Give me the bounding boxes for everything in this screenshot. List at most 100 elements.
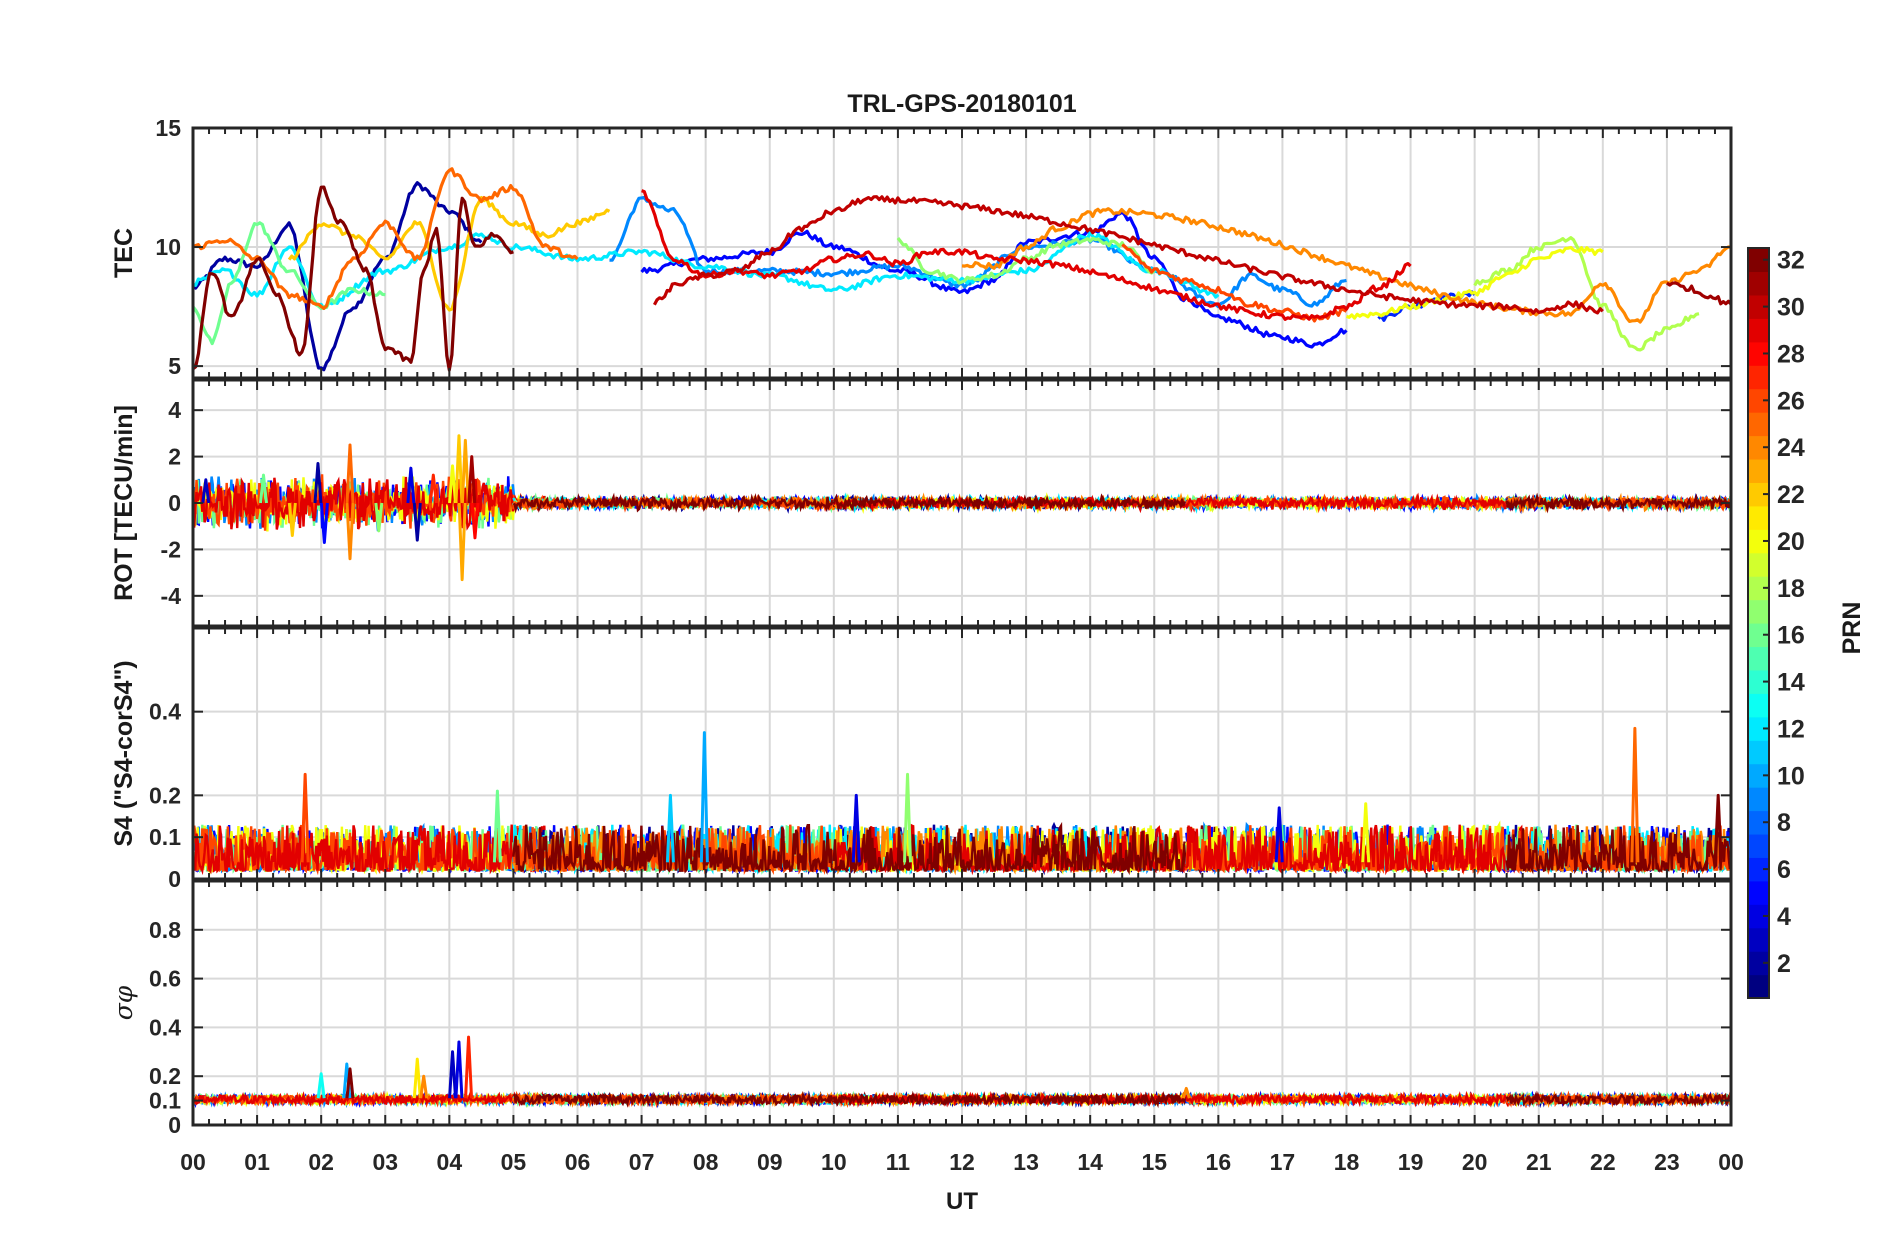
x-tick-label: 16 — [1206, 1149, 1232, 1175]
s4-spike-5 — [903, 772, 913, 863]
colorbar-band-29 — [1748, 318, 1769, 343]
x-tick-label: 21 — [1526, 1149, 1552, 1175]
x-tick-label: 22 — [1590, 1149, 1616, 1175]
tec-series-prn-5 — [640, 210, 1348, 349]
x-tick-label: 00 — [1718, 1149, 1744, 1175]
colorbar-band-5 — [1748, 880, 1769, 905]
series-tec — [193, 167, 1731, 372]
rot-spike-6 — [345, 502, 355, 561]
colorbar-tick-label: 18 — [1777, 575, 1805, 603]
colorbar-tick-label: 20 — [1777, 528, 1805, 556]
y-tick-label-rot: 2 — [168, 444, 181, 470]
x-tick-label: 10 — [821, 1149, 847, 1175]
x-tick-label: 15 — [1141, 1149, 1167, 1175]
noise-trace-prn-32 — [512, 1090, 868, 1108]
ticks-rot — [192, 380, 1732, 626]
colorbar-band-1 — [1748, 974, 1769, 999]
x-tick-label: 17 — [1270, 1149, 1296, 1175]
colorbar-band-13 — [1748, 693, 1769, 718]
tec-series-prn-32 — [193, 185, 514, 372]
noise-trace-prn-29 — [1185, 492, 1540, 513]
panel-sigma_phi: 00.10.2 0.4 0.6 0.8 σφ — [109, 879, 1733, 1138]
rot-spike-15 — [467, 455, 477, 504]
series-rot — [193, 434, 1731, 582]
series-sigma_phi — [193, 1035, 1731, 1109]
ticks-sigma_phi — [192, 881, 1732, 1126]
x-tick-label: 18 — [1334, 1149, 1360, 1175]
s4-spike-7 — [1361, 802, 1371, 863]
colorbar-band-17 — [1748, 599, 1769, 624]
sigma_phi-spike-2 — [345, 1067, 355, 1099]
ticks-s4 — [192, 628, 1732, 880]
x-tick-label: 08 — [693, 1149, 719, 1175]
tec-series-prn-22 — [287, 196, 611, 312]
colorbar-band-9 — [1748, 787, 1769, 812]
y-tick-label-sigma_phi: 0.8 — [149, 917, 181, 943]
colorbar-band-7 — [1748, 833, 1769, 858]
noise-trace-prn-29 — [193, 1090, 547, 1108]
colorbar-tick-label: 32 — [1777, 247, 1805, 275]
x-tick-label: 07 — [629, 1149, 655, 1175]
rot-spike-8 — [406, 466, 416, 504]
colorbar-band-15 — [1748, 646, 1769, 671]
y-tick-label-sigma_phi: 0.4 — [149, 1014, 181, 1040]
noise-trace-prn-32 — [512, 824, 867, 875]
y-tick-label-s4: 0.1 — [149, 824, 181, 850]
y-tick-label-sigma_phi: 0 — [168, 1112, 181, 1138]
y-tick-label-rot: 4 — [168, 397, 181, 423]
s4-spike-8 — [1630, 726, 1640, 863]
noise-trace-prn-29 — [193, 476, 547, 531]
rot-spike-2 — [287, 502, 297, 537]
colorbar-label: PRN — [1838, 602, 1866, 655]
colorbar-band-27 — [1748, 365, 1769, 390]
y-tick-label-sigma_phi: 0.2 — [149, 1063, 181, 1089]
x-tick-label: 05 — [501, 1149, 527, 1175]
colorbar-tick-label: 2 — [1777, 950, 1791, 978]
y-axis-label-rot: ROT [TECU/min] — [110, 405, 138, 601]
x-tick-label: 13 — [1013, 1149, 1039, 1175]
noise-trace-prn-32 — [1505, 1090, 1731, 1108]
y-tick-label-sigma_phi: 0.1 — [149, 1088, 181, 1114]
colorbar-band-21 — [1748, 505, 1769, 530]
noise-trace-prn-32 — [832, 493, 1219, 512]
colorbar-tick-label: 4 — [1777, 903, 1791, 931]
noise-trace-prn-29 — [1185, 1090, 1539, 1109]
colorbar-tick-label: 24 — [1777, 434, 1805, 462]
colorbar-band-20 — [1748, 529, 1769, 554]
rot-spike-3 — [313, 462, 323, 504]
sigma_phi-spike-6 — [454, 1040, 464, 1099]
colorbar-band-2 — [1748, 951, 1769, 976]
colorbar-band-18 — [1748, 576, 1769, 601]
figure-title: TRL-GPS-20180101 — [847, 90, 1076, 118]
colorbar-band-11 — [1748, 740, 1769, 765]
tec-series-prn-17 — [896, 236, 1156, 285]
y-axis-label-tec: TEC — [110, 228, 138, 278]
x-tick-label: 00 — [180, 1149, 206, 1175]
noise-trace-prn-32 — [1505, 825, 1731, 875]
x-tick-label: 12 — [949, 1149, 975, 1175]
rot-spike-1 — [259, 473, 268, 504]
x-tick-label: 19 — [1398, 1149, 1424, 1175]
rot-spike-7 — [374, 502, 384, 533]
sigma_phi-spike-0 — [316, 1072, 326, 1099]
rot-spike-13 — [457, 502, 467, 582]
y-tick-label-s4: 0.2 — [149, 782, 181, 808]
colorbar-band-28 — [1748, 341, 1769, 366]
y-tick-label-tec: 10 — [155, 234, 181, 260]
x-axis-label: UT — [946, 1188, 978, 1215]
colorbar-band-8 — [1748, 810, 1769, 835]
s4-spike-6 — [1274, 806, 1284, 863]
rot-spike-10 — [428, 473, 438, 504]
colorbar-band-24 — [1748, 435, 1769, 460]
colorbar-band-19 — [1748, 552, 1769, 577]
y-tick-label-rot: -2 — [161, 536, 181, 562]
ticks-tec — [192, 127, 1732, 378]
colorbar-band-14 — [1748, 669, 1769, 694]
s4-spike-0 — [300, 772, 310, 863]
s4-spike-4 — [851, 793, 861, 863]
y-tick-label-tec: 15 — [155, 115, 181, 141]
x-tick-label: 23 — [1654, 1149, 1680, 1175]
x-tick-label: 04 — [437, 1149, 463, 1175]
